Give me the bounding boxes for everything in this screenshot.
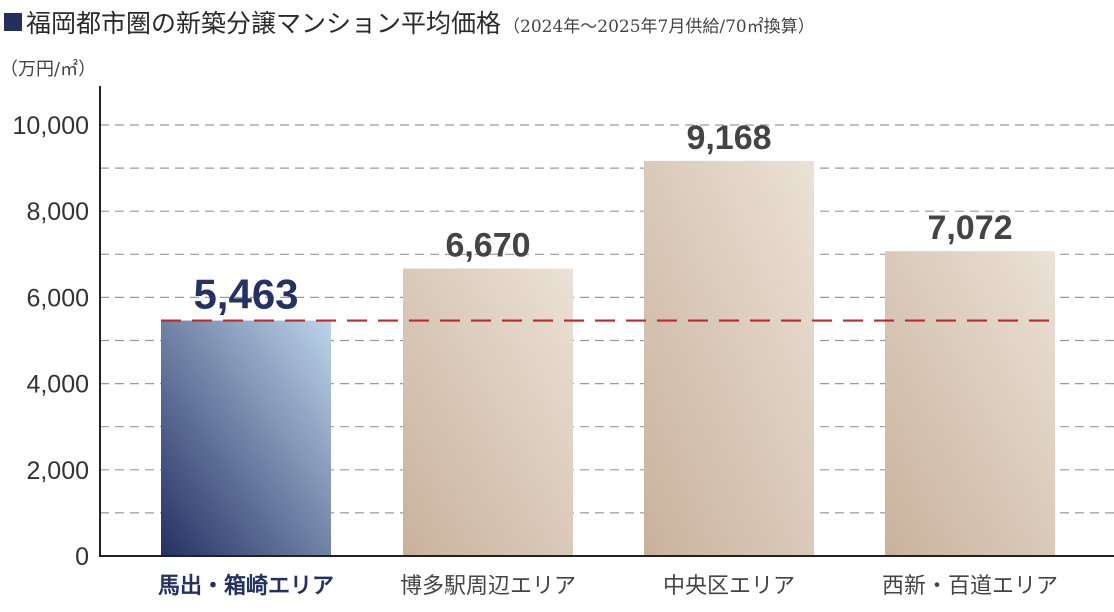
x-category-label-highlighted: 馬出・箱崎エリア [158, 573, 334, 599]
x-category-label: 博多駅周辺エリア [400, 574, 576, 599]
y-tick-label: 2,000 [26, 457, 89, 485]
value-label-highlighted: 5,463 [193, 271, 298, 318]
y-tick-label: 4,000 [26, 371, 89, 399]
x-category-label: 中央区エリア [663, 574, 795, 599]
bars [161, 160, 1055, 557]
chart-title-subtitle: （2024年〜2025年7月供給/70㎡換算） [503, 17, 815, 37]
bar [644, 160, 814, 557]
y-axis-unit-label: （万円/㎡） [0, 59, 97, 80]
x-category-label: 西新・百道エリア [882, 574, 1058, 599]
title-square-icon [4, 13, 22, 31]
bar-highlighted [161, 320, 331, 556]
y-tick-label: 6,000 [26, 284, 89, 312]
y-tick-label: 10,000 [13, 112, 89, 140]
chart-title: 福岡都市圏の新築分譲マンション平均価格 （2024年〜2025年7月供給/70㎡… [4, 4, 815, 40]
bar [885, 251, 1055, 557]
value-label: 6,670 [445, 227, 530, 265]
bar [403, 268, 573, 556]
labels: 0 2,000 4,000 6,000 8,000 10,000 5,463 6,670 9,1… [13, 112, 1058, 599]
y-tick-label: 0 [75, 543, 89, 571]
value-label: 7,072 [927, 209, 1012, 247]
chart-title-main: 福岡都市圏の新築分譲マンション平均価格 [26, 9, 502, 38]
value-label: 9,168 [686, 119, 771, 157]
axes [99, 86, 1114, 557]
y-tick-label: 8,000 [26, 198, 89, 226]
